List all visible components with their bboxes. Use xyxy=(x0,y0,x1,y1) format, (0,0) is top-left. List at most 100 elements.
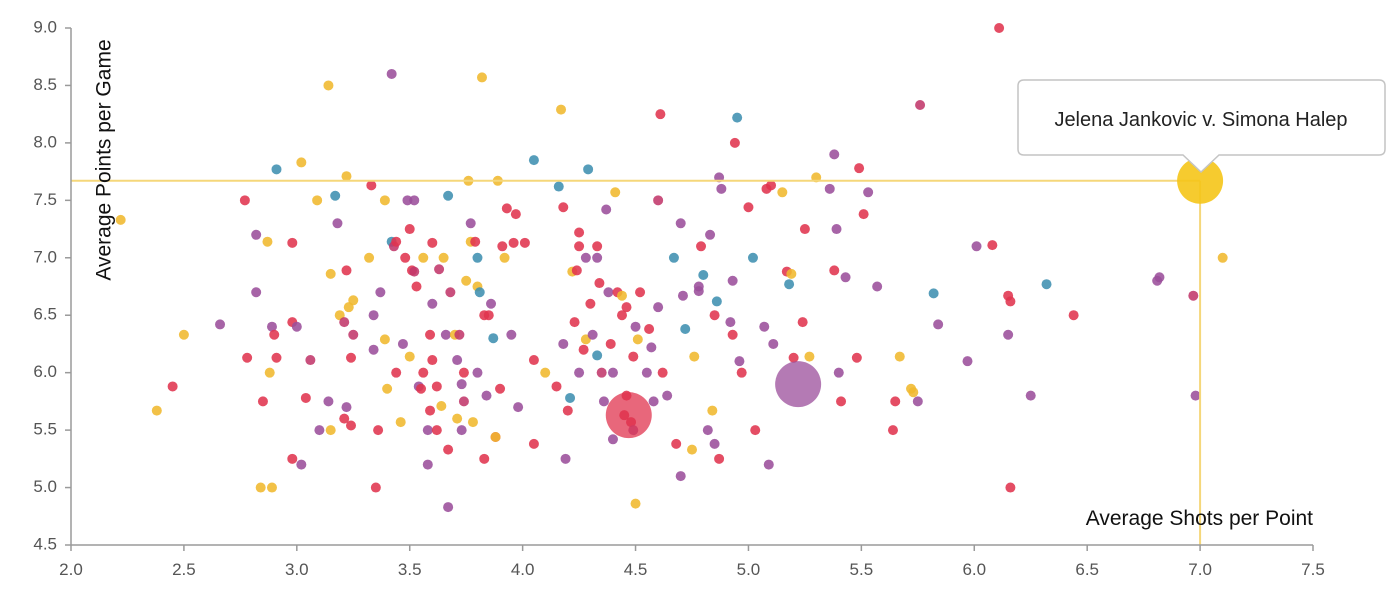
data-point[interactable] xyxy=(395,417,406,428)
data-point[interactable] xyxy=(621,302,632,313)
data-point[interactable] xyxy=(452,413,463,424)
data-point[interactable] xyxy=(574,227,585,238)
data-point[interactable] xyxy=(601,204,612,215)
data-point[interactable] xyxy=(499,252,510,263)
data-point[interactable] xyxy=(858,209,869,220)
data-point[interactable] xyxy=(339,413,350,424)
data-point[interactable] xyxy=(382,383,393,394)
data-point[interactable] xyxy=(296,157,307,168)
data-point[interactable] xyxy=(438,252,449,263)
data-point[interactable] xyxy=(540,367,551,378)
data-point[interactable] xyxy=(427,355,438,366)
data-point[interactable] xyxy=(829,149,840,160)
data-point[interactable] xyxy=(323,80,334,91)
data-point[interactable] xyxy=(648,396,659,407)
data-point[interactable] xyxy=(431,425,442,436)
data-point[interactable] xyxy=(565,392,576,403)
data-point[interactable] xyxy=(766,180,777,191)
data-point[interactable] xyxy=(386,68,397,79)
data-point[interactable] xyxy=(797,317,808,328)
data-point[interactable] xyxy=(912,396,923,407)
data-point[interactable] xyxy=(287,237,298,248)
data-point[interactable] xyxy=(616,290,627,301)
data-point[interactable] xyxy=(330,190,341,201)
data-point[interactable] xyxy=(379,334,390,345)
data-point[interactable] xyxy=(709,438,720,449)
data-point[interactable] xyxy=(687,444,697,455)
data-point[interactable] xyxy=(472,367,483,378)
data-point[interactable] xyxy=(266,482,277,493)
data-point[interactable] xyxy=(890,396,901,407)
data-point[interactable] xyxy=(1003,329,1014,340)
data-point[interactable] xyxy=(768,338,779,349)
data-point[interactable] xyxy=(727,329,738,340)
data-point[interactable] xyxy=(831,224,842,235)
data-point[interactable] xyxy=(569,317,580,328)
data-point[interactable] xyxy=(824,183,835,194)
data-point[interactable] xyxy=(346,420,357,431)
data-point[interactable] xyxy=(445,287,456,298)
data-point[interactable] xyxy=(257,396,268,407)
data-point[interactable] xyxy=(348,295,359,306)
data-point[interactable] xyxy=(425,405,436,416)
highlighted-data-point[interactable] xyxy=(1177,157,1224,204)
data-point[interactable] xyxy=(497,241,508,252)
data-point[interactable] xyxy=(607,434,618,445)
data-point[interactable] xyxy=(833,367,844,378)
data-point[interactable] xyxy=(312,195,323,206)
data-point[interactable] xyxy=(115,214,126,225)
data-point[interactable] xyxy=(1025,390,1036,401)
data-point[interactable] xyxy=(266,321,277,332)
data-point[interactable] xyxy=(971,241,982,252)
data-point[interactable] xyxy=(607,367,618,378)
data-point[interactable] xyxy=(296,459,307,470)
data-point[interactable] xyxy=(291,321,302,332)
data-point[interactable] xyxy=(662,390,673,401)
data-point[interactable] xyxy=(366,180,377,191)
data-point[interactable] xyxy=(933,319,944,330)
data-point[interactable] xyxy=(434,264,445,275)
data-point[interactable] xyxy=(269,329,280,340)
data-point[interactable] xyxy=(375,287,386,298)
data-point[interactable] xyxy=(341,171,352,182)
data-point[interactable] xyxy=(391,236,402,247)
data-point[interactable] xyxy=(528,355,539,366)
data-point[interactable] xyxy=(747,252,758,263)
data-point[interactable] xyxy=(443,502,454,513)
data-point[interactable] xyxy=(580,252,591,263)
data-point[interactable] xyxy=(440,329,451,340)
data-point[interactable] xyxy=(271,352,282,363)
data-point[interactable] xyxy=(474,287,485,298)
data-point[interactable] xyxy=(422,459,433,470)
data-point[interactable] xyxy=(1005,296,1016,307)
data-point[interactable] xyxy=(689,351,700,362)
data-point[interactable] xyxy=(325,268,336,279)
data-point[interactable] xyxy=(325,425,336,436)
data-point[interactable] xyxy=(379,195,390,206)
data-point[interactable] xyxy=(677,290,688,301)
data-point[interactable] xyxy=(368,310,379,321)
data-point[interactable] xyxy=(851,352,862,363)
data-point[interactable] xyxy=(887,425,898,436)
data-point[interactable] xyxy=(784,279,795,290)
data-point[interactable] xyxy=(598,396,609,407)
data-point[interactable] xyxy=(714,453,725,464)
data-point[interactable] xyxy=(262,236,273,247)
data-point[interactable] xyxy=(411,281,422,292)
data-point[interactable] xyxy=(872,281,883,292)
data-point[interactable] xyxy=(1217,252,1228,263)
data-point[interactable] xyxy=(836,396,847,407)
data-point[interactable] xyxy=(348,329,359,340)
data-point[interactable] xyxy=(251,287,262,298)
data-point[interactable] xyxy=(583,164,594,175)
data-point[interactable] xyxy=(605,338,616,349)
data-point[interactable] xyxy=(709,310,720,321)
data-point[interactable] xyxy=(364,252,375,263)
data-point[interactable] xyxy=(431,381,442,392)
data-point[interactable] xyxy=(528,155,539,166)
data-point[interactable] xyxy=(556,104,567,115)
data-point[interactable] xyxy=(456,379,467,390)
data-point[interactable] xyxy=(271,164,282,175)
data-point[interactable] xyxy=(1190,390,1201,401)
data-point[interactable] xyxy=(750,425,761,436)
